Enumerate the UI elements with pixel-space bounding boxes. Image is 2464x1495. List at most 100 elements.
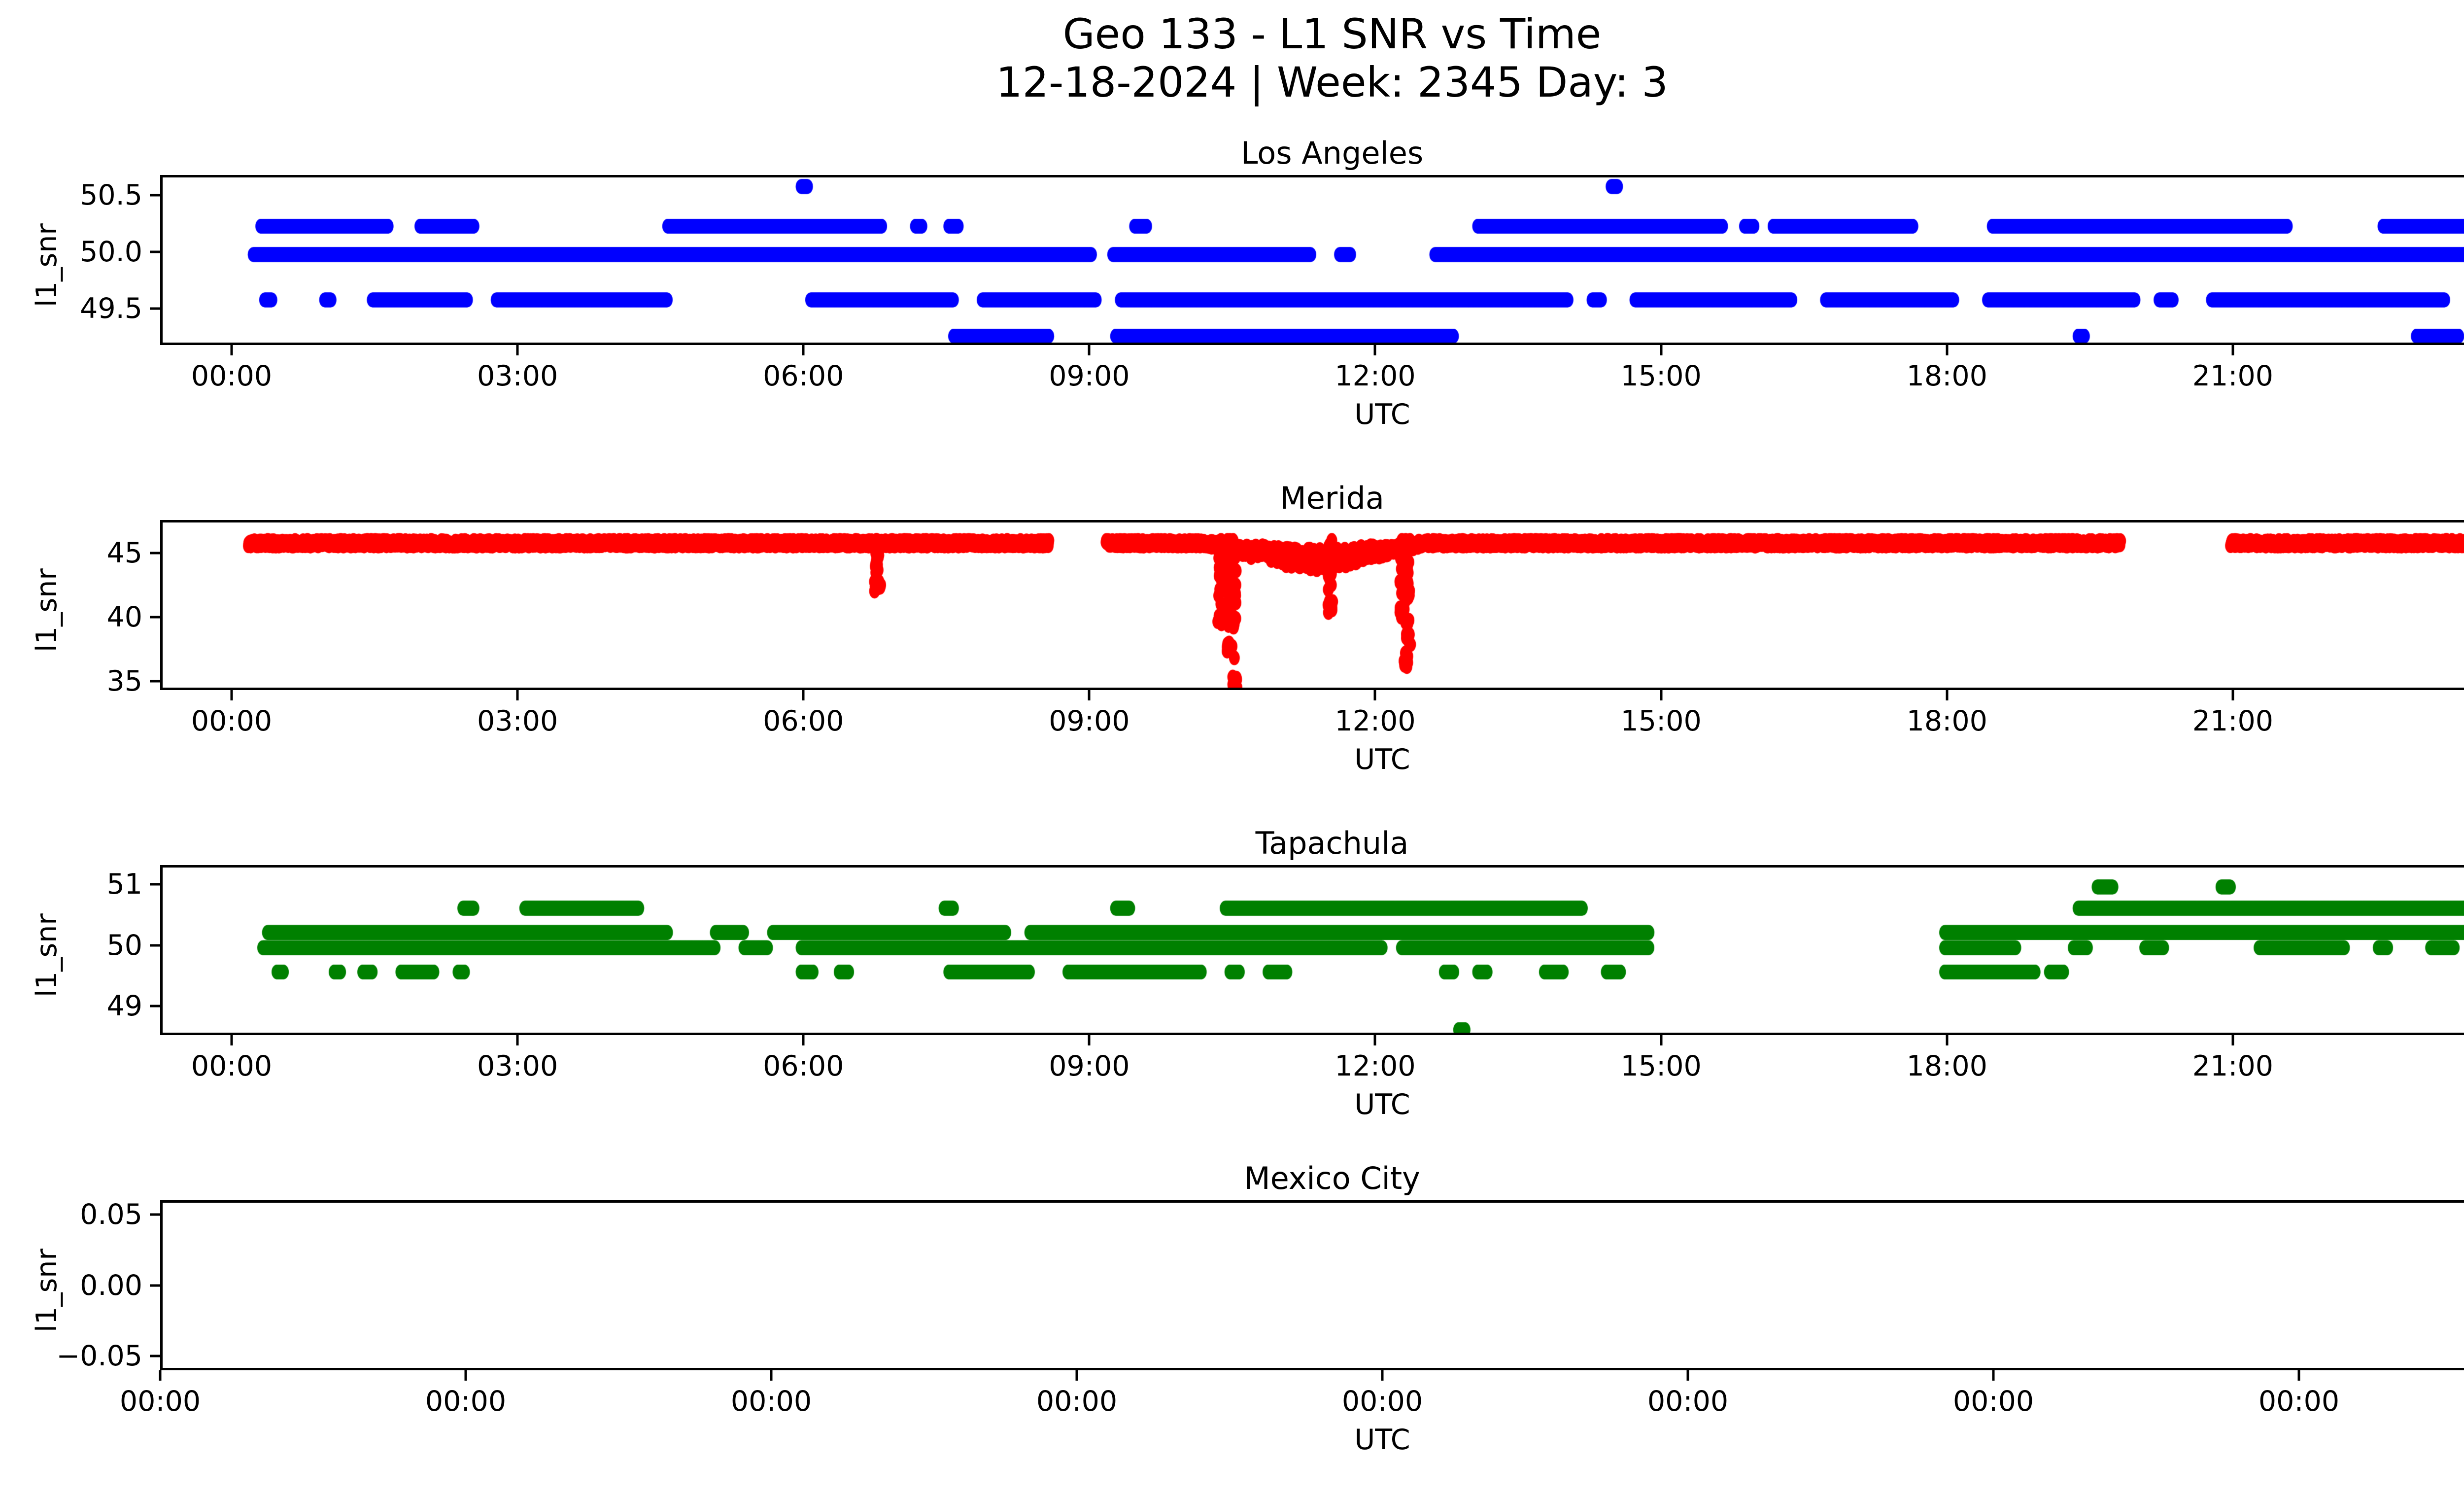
x-axis-tick-mark: [1088, 1035, 1091, 1045]
x-axis-tick-label: 18:00: [1906, 705, 1987, 737]
plot-area-los-angeles: [160, 175, 2464, 345]
y-axis-label: l1_snr: [31, 913, 63, 997]
y-axis-tick-label: 0.05: [80, 1198, 142, 1231]
x-axis-tick-mark: [2231, 1035, 2234, 1045]
x-axis-tick-mark: [230, 345, 233, 355]
x-axis-tick-mark: [516, 690, 519, 700]
y-axis-tick-mark: [150, 883, 160, 886]
subplot-merida: Merida 35 40 45 00:00 03:00 06:00 09:00 12:00 15…: [0, 473, 2464, 818]
x-axis-tick-mark: [1660, 690, 1663, 700]
x-axis-tick-label: 00:00: [1341, 1385, 1423, 1418]
x-axis-tick-label: 21:00: [2192, 360, 2273, 392]
y-axis-tick-label: 49: [106, 989, 142, 1022]
figure-subtitle-line-2: 12-18-2024 | Week: 2345 Day: 3: [996, 58, 1668, 106]
x-axis-tick-label: 21:00: [2192, 705, 2273, 737]
x-axis-tick-mark: [1660, 1035, 1663, 1045]
subplot-tapachula: Tapachula 49 50 51 00:00 03:00 06:00 09:00 12:0…: [0, 818, 2464, 1163]
scatter-canvas-mexico-city: [163, 1203, 2464, 1368]
x-axis-tick-label: 00:00: [1036, 1385, 1118, 1418]
subplot-title-tapachula: Tapachula: [1255, 825, 1409, 861]
x-axis-tick-mark: [1075, 1370, 1078, 1381]
y-axis-tick-label: −0.05: [56, 1340, 142, 1373]
x-axis-tick-mark: [1373, 690, 1376, 700]
y-axis-tick-label: 45: [106, 537, 142, 570]
x-axis-tick-label: 00:00: [425, 1385, 507, 1418]
figure-title-line-1: Geo 133 - L1 SNR vs Time: [1062, 10, 1602, 58]
x-axis-tick-label: 18:00: [1906, 1050, 1987, 1082]
y-axis-tick-label: 50: [106, 929, 142, 962]
x-axis-tick-label: 12:00: [1335, 360, 1416, 392]
y-axis-tick-label: 35: [106, 664, 142, 697]
x-axis-tick-mark: [1992, 1370, 1995, 1381]
x-axis-tick-mark: [802, 690, 805, 700]
x-axis-tick-label: 06:00: [763, 360, 844, 392]
y-axis-tick-mark: [150, 1213, 160, 1216]
x-axis-tick-label: 15:00: [1620, 1050, 1702, 1082]
y-axis-tick-mark: [150, 194, 160, 197]
subplot-title-los-angeles: Los Angeles: [1240, 135, 1424, 171]
x-axis-tick-label: 00:00: [730, 1385, 812, 1418]
x-axis-tick-mark: [802, 1035, 805, 1045]
plot-area-tapachula: [160, 865, 2464, 1035]
x-axis-tick-mark: [770, 1370, 773, 1381]
y-axis-tick-label: 0.00: [80, 1269, 142, 1302]
x-axis-tick-mark: [159, 1370, 162, 1381]
subplot-los-angeles: Los Angeles 49.5 50.0 50.5 00:00 03:00 06:00 0…: [0, 128, 2464, 473]
y-axis-tick-mark: [150, 307, 160, 310]
subplot-title-mexico-city: Mexico City: [1244, 1160, 1420, 1196]
x-axis-tick-mark: [2231, 345, 2234, 355]
x-axis-tick-label: 00:00: [1647, 1385, 1729, 1418]
x-axis-tick-mark: [1686, 1370, 1689, 1381]
y-axis-label: l1_snr: [31, 568, 63, 652]
x-axis-tick-label: 03:00: [477, 1050, 558, 1082]
x-axis-tick-label: 06:00: [763, 1050, 844, 1082]
x-axis-tick-label: 00:00: [191, 705, 273, 737]
y-axis-tick-mark: [150, 1355, 160, 1357]
x-axis-tick-mark: [230, 690, 233, 700]
y-axis-tick-label: 40: [106, 601, 142, 634]
x-axis-tick-label: 15:00: [1620, 360, 1702, 392]
y-axis-tick-label: 50.0: [80, 236, 142, 269]
y-axis-tick-mark: [150, 1005, 160, 1008]
x-axis-tick-label: 00:00: [1952, 1385, 2034, 1418]
x-axis-label: UTC: [1354, 743, 1410, 776]
y-axis-tick-mark: [150, 250, 160, 253]
x-axis-tick-mark: [1946, 1035, 1949, 1045]
plot-area-merida: [160, 520, 2464, 690]
x-axis-tick-mark: [516, 1035, 519, 1045]
y-axis-tick-label: 49.5: [80, 292, 142, 325]
y-axis-tick-mark: [150, 616, 160, 619]
y-axis-tick-label: 50.5: [80, 179, 142, 212]
x-axis-tick-mark: [230, 1035, 233, 1045]
scatter-canvas-tapachula: [163, 868, 2464, 1033]
y-axis-tick-label: 51: [106, 868, 142, 901]
x-axis-tick-label: 15:00: [1620, 705, 1702, 737]
scatter-canvas-merida: [163, 522, 2464, 688]
x-axis-tick-label: 18:00: [1906, 360, 1987, 392]
x-axis-tick-mark: [1373, 1035, 1376, 1045]
x-axis-tick-mark: [1088, 690, 1091, 700]
x-axis-tick-mark: [1088, 345, 1091, 355]
plot-area-mexico-city: [160, 1200, 2464, 1370]
y-axis-label: l1_snr: [31, 1248, 63, 1332]
x-axis-tick-mark: [1381, 1370, 1384, 1381]
y-axis-label: l1_snr: [31, 223, 63, 307]
x-axis-tick-label: 00:00: [191, 360, 273, 392]
subplot-title-merida: Merida: [1280, 480, 1384, 516]
x-axis-tick-label: 09:00: [1049, 1050, 1130, 1082]
x-axis-tick-label: 12:00: [1335, 1050, 1416, 1082]
x-axis-tick-label: 12:00: [1335, 705, 1416, 737]
x-axis-tick-label: 00:00: [2258, 1385, 2340, 1418]
subplot-mexico-city: Mexico City −0.05 0.00 0.05 00:00 00:00 00:00…: [0, 1153, 2464, 1495]
x-axis-tick-mark: [1373, 345, 1376, 355]
x-axis-tick-label: 09:00: [1049, 705, 1130, 737]
x-axis-tick-mark: [464, 1370, 467, 1381]
x-axis-tick-mark: [802, 345, 805, 355]
x-axis-tick-mark: [516, 345, 519, 355]
x-axis-tick-mark: [1946, 690, 1949, 700]
y-axis-tick-mark: [150, 680, 160, 683]
x-axis-tick-label: 00:00: [119, 1385, 201, 1418]
x-axis-label: UTC: [1354, 1088, 1410, 1121]
x-axis-tick-label: 03:00: [477, 705, 558, 737]
